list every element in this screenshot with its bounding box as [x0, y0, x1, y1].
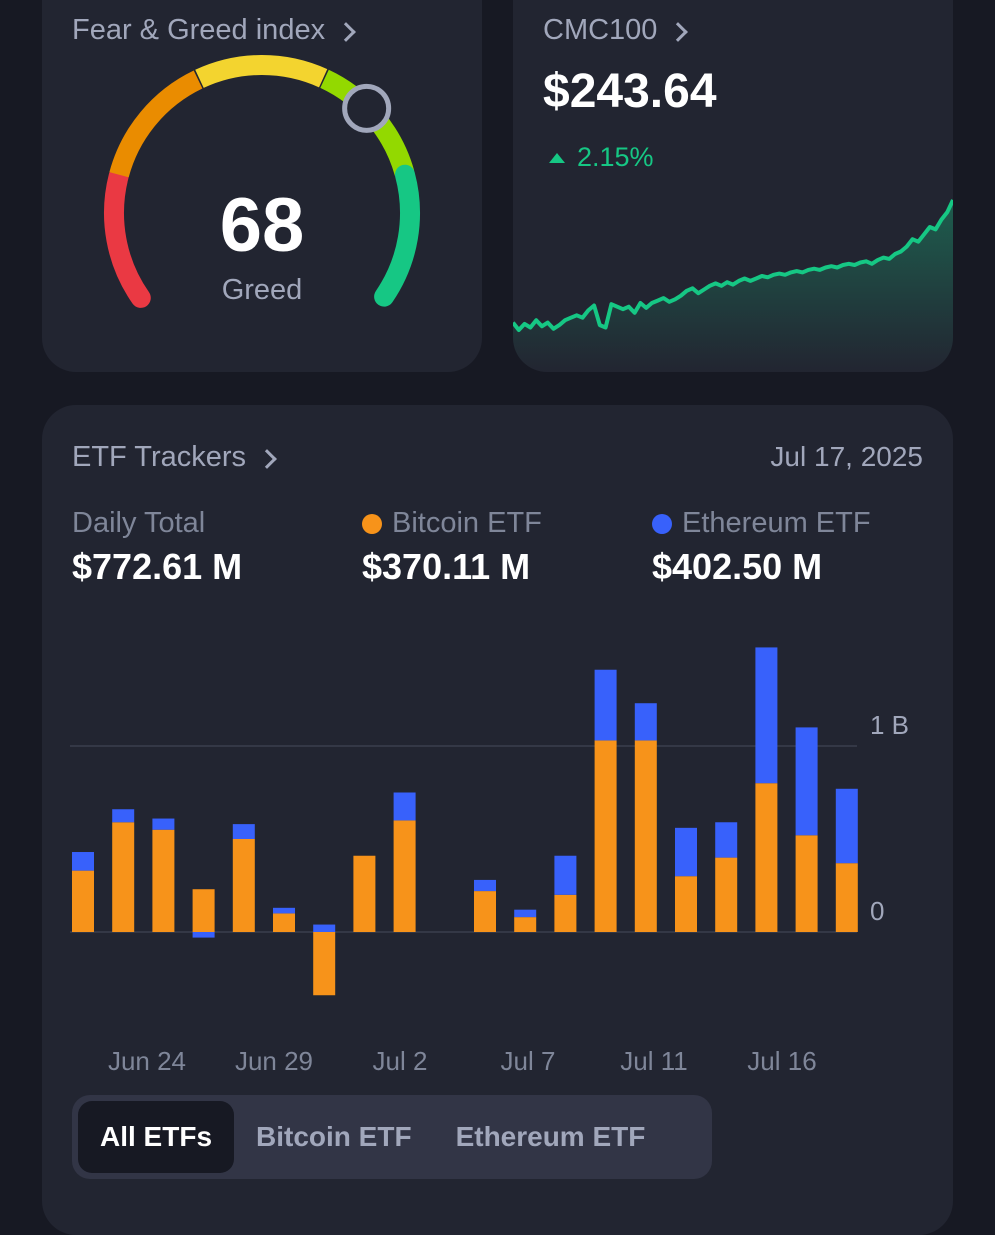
ethereum-etf-label: Ethereum ETF [682, 507, 871, 539]
stat-bitcoin-etf: Bitcoin ETF $370.11 M [362, 507, 542, 588]
daily-total-label: Daily Total [72, 507, 206, 539]
stat-ethereum-etf: Ethereum ETF $402.50 M [652, 507, 871, 588]
bitcoin-etf-bar[interactable] [554, 894, 577, 932]
arrow-up-icon [549, 152, 565, 163]
ethereum-etf-bar[interactable] [273, 907, 295, 914]
y-tick-label: 1 B [870, 710, 909, 740]
ethereum-etf-bar[interactable] [675, 827, 697, 877]
etf-trackers-title-text: ETF Trackers [72, 441, 247, 473]
bitcoin-etf-bar[interactable] [393, 820, 416, 932]
ethereum-etf-bar[interactable] [72, 852, 94, 871]
sparkline-line [513, 199, 953, 332]
bitcoin-etf-bar[interactable] [474, 891, 496, 932]
bitcoin-legend-dot-icon [362, 513, 382, 534]
gauge-segment [104, 166, 151, 308]
bitcoin-etf-bar[interactable] [152, 829, 175, 932]
fear-greed-card[interactable]: Fear & Greed index 68 Greed [42, 0, 482, 372]
fear-greed-title[interactable]: Fear & Greed index [72, 14, 356, 47]
cmc100-change: 2.15% [549, 142, 654, 173]
bitcoin-etf-bar[interactable] [192, 889, 215, 932]
cmc100-sparkline [513, 199, 953, 372]
ethereum-etf-bar[interactable] [232, 824, 255, 839]
daily-total-value: $772.61 M [72, 546, 243, 587]
cmc100-title-text: CMC100 [543, 14, 658, 46]
ethereum-etf-bar[interactable] [835, 788, 858, 864]
bitcoin-etf-label: Bitcoin ETF [392, 507, 542, 539]
bitcoin-etf-bar[interactable] [755, 783, 778, 932]
ethereum-etf-bar[interactable] [192, 932, 215, 938]
chevron-right-icon [668, 21, 689, 42]
gauge-segment [195, 55, 328, 89]
ethereum-etf-bar[interactable] [393, 792, 416, 821]
chevron-right-icon [336, 21, 356, 42]
etf-date: Jul 17, 2025 [770, 441, 923, 472]
bitcoin-etf-bar[interactable] [675, 876, 697, 932]
bitcoin-etf-bar[interactable] [273, 913, 295, 932]
gauge-segment [374, 164, 420, 307]
ethereum-legend-dot-icon [652, 513, 672, 534]
bitcoin-etf-value: $370.11 M [362, 546, 531, 587]
cmc100-price: $243.64 [543, 65, 717, 118]
ethereum-etf-bar[interactable] [634, 703, 657, 741]
ethereum-etf-value: $402.50 M [652, 546, 823, 587]
x-tick-label: Jul 7 [501, 1046, 556, 1076]
chevron-right-icon [257, 448, 277, 469]
ethereum-etf-bar[interactable] [313, 924, 336, 932]
tab-ethereum-etf[interactable]: Ethereum ETF [455, 1121, 646, 1152]
fear-greed-value: 68 [219, 183, 305, 268]
stat-daily-total: Daily Total $772.61 M [72, 507, 242, 588]
bitcoin-etf-bar[interactable] [514, 917, 537, 932]
x-tick-label: Jun 24 [108, 1046, 186, 1076]
bitcoin-etf-bar[interactable] [715, 857, 738, 932]
ethereum-etf-bar[interactable] [594, 669, 617, 741]
bitcoin-etf-bar[interactable] [313, 932, 336, 996]
fear-greed-title-text: Fear & Greed index [72, 14, 326, 46]
y-tick-label: 0 [870, 896, 884, 926]
tab-bitcoin-etf[interactable]: Bitcoin ETF [256, 1121, 412, 1152]
ethereum-etf-bar[interactable] [554, 855, 577, 895]
etf-trackers-card: 1 B 0 Jun 24 Jun 29 Jul 2 Jul 7 Jul 11 Jul 16 E… [42, 405, 953, 1235]
x-tick-label: Jun 29 [235, 1046, 313, 1076]
x-tick-label: Jul 16 [747, 1046, 816, 1076]
bitcoin-etf-bar[interactable] [795, 835, 818, 932]
cmc100-card[interactable]: CMC100 $243.64 2.15% [513, 0, 953, 372]
cmc100-title[interactable]: CMC100 [543, 14, 689, 47]
gauge-indicator-knob [342, 83, 392, 133]
ethereum-etf-bar[interactable] [514, 909, 537, 918]
bitcoin-etf-bar[interactable] [594, 740, 617, 932]
bitcoin-etf-bar[interactable] [72, 870, 94, 932]
bitcoin-etf-bar[interactable] [835, 863, 858, 932]
x-tick-label: Jul 2 [373, 1046, 428, 1076]
tab-all-etfs[interactable]: All ETFs [78, 1101, 235, 1173]
etf-bar-chart: 1 B 0 Jun 24 Jun 29 Jul 2 Jul 7 Jul 11 Jul 16 [70, 647, 909, 1076]
ethereum-etf-bar[interactable] [152, 818, 175, 830]
bitcoin-etf-bar[interactable] [112, 822, 135, 932]
cmc100-change-value: 2.15% [577, 142, 654, 172]
x-tick-label: Jul 11 [620, 1046, 687, 1076]
fear-greed-gauge [104, 55, 420, 308]
fear-greed-label: Greed [221, 274, 303, 306]
bitcoin-etf-bar[interactable] [353, 855, 376, 932]
etf-filter-tabs: All ETFs Bitcoin ETF Ethereum ETF [72, 1095, 712, 1179]
bitcoin-etf-bar[interactable] [232, 839, 255, 932]
gauge-segment [109, 70, 203, 178]
ethereum-etf-bar[interactable] [715, 822, 738, 858]
ethereum-etf-bar[interactable] [755, 647, 778, 784]
ethereum-etf-bar[interactable] [795, 727, 818, 836]
ethereum-etf-bar[interactable] [474, 879, 496, 892]
bitcoin-etf-bar[interactable] [634, 740, 657, 932]
ethereum-etf-bar[interactable] [112, 809, 135, 823]
etf-trackers-title[interactable]: ETF Trackers [72, 441, 277, 474]
